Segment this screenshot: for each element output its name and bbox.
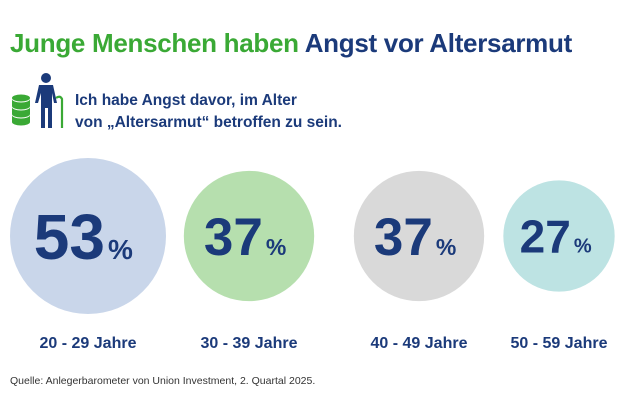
page-title: Junge Menschen haben Angst vor Altersarm… (10, 28, 572, 59)
title-part-navy: Angst vor Altersarmut (304, 28, 573, 58)
source-note: Quelle: Anlegerbarometer von Union Inves… (10, 375, 316, 387)
bubble-2 (183, 170, 315, 302)
bubble-value-label-4: 27% (520, 211, 592, 263)
subtitle-line-2: von „Altersarmut“ betroffen zu sein. (75, 114, 342, 131)
category-label-1: 20 - 29 Jahre (40, 335, 137, 352)
subtitle-line-1: Ich habe Angst davor, im Alter (75, 92, 297, 109)
category-label-2: 30 - 39 Jahre (201, 335, 298, 352)
title-part-green: Junge Menschen haben (10, 28, 299, 58)
bubble-value-label-3: 37% (374, 208, 456, 267)
elderly-person-with-coins-icon (10, 72, 66, 130)
bubble-value-label-2: 37% (204, 208, 286, 267)
bubble-3 (353, 170, 485, 302)
category-label-4: 50 - 59 Jahre (511, 335, 608, 352)
subtitle: Ich habe Angst davor, im Alter von „Alte… (75, 90, 342, 134)
category-label-3: 40 - 49 Jahre (371, 335, 468, 352)
bubble-value-label-1: 53% (34, 201, 133, 273)
bubble-4 (503, 180, 615, 292)
bubble-chart: 53 % 20 - 29 Jahre 37 % 30 - 39 Jahre 37 % 40 - … (10, 158, 615, 352)
bubble-1 (10, 158, 166, 314)
